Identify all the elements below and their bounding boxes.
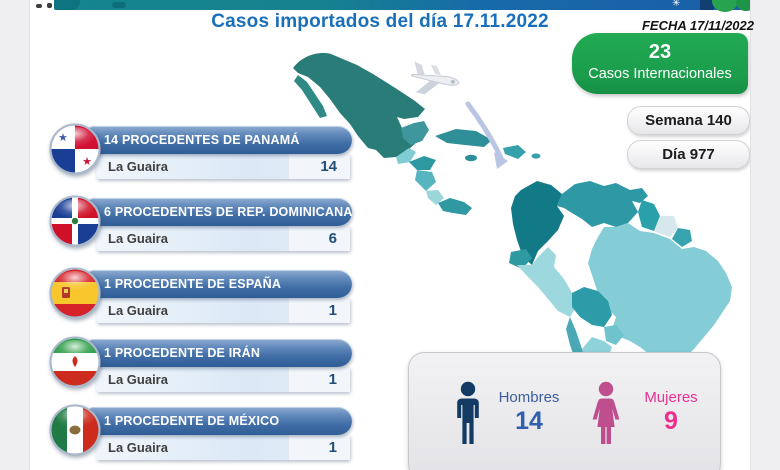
left-margin bbox=[0, 0, 30, 470]
virus-icon: ✳ bbox=[672, 0, 681, 9]
case-count: 6 bbox=[288, 226, 350, 251]
banner-dot-icon bbox=[36, 4, 42, 8]
case-count: 1 bbox=[288, 435, 350, 460]
entry-point-label: La Guaira bbox=[108, 303, 168, 318]
male-icon bbox=[457, 381, 479, 444]
international-cases-box: 23 Casos Internacionales bbox=[572, 33, 748, 94]
origin-header-iran: 1 PROCEDENTE DE IRÁN bbox=[86, 339, 352, 367]
female-count: 9 bbox=[664, 407, 678, 435]
case-count: 1 bbox=[288, 367, 350, 392]
origin-row-dominicana: La Guaira 6 bbox=[96, 226, 350, 251]
svg-text:★: ★ bbox=[82, 156, 92, 168]
dominican-republic-flag-icon bbox=[49, 195, 101, 247]
week-badge: Semana 140 bbox=[627, 106, 750, 135]
banner-logo-fragment-icon bbox=[112, 2, 126, 8]
right-margin bbox=[750, 0, 780, 470]
page-title: Casos importados del día 17.11.2022 bbox=[211, 11, 549, 32]
travel-arrow-head-icon bbox=[494, 152, 508, 169]
female-label: Mujeres bbox=[644, 389, 698, 406]
origin-row-iran: La Guaira 1 bbox=[96, 367, 350, 392]
case-count: 1 bbox=[288, 298, 350, 323]
origin-header-espana: 1 PROCEDENTE DE ESPAÑA bbox=[86, 270, 352, 298]
female-icon bbox=[592, 381, 620, 444]
entry-point-label: La Guaira bbox=[108, 440, 168, 455]
entry-point-label: La Guaira bbox=[108, 231, 168, 246]
latin-america-map bbox=[285, 40, 750, 362]
international-cases-count: 23 bbox=[648, 41, 672, 63]
origin-row-espana: La Guaira 1 bbox=[96, 298, 350, 323]
male-count: 14 bbox=[515, 407, 543, 435]
entry-point-label: La Guaira bbox=[108, 372, 168, 387]
banner-green-blob-icon bbox=[712, 0, 738, 12]
origin-header-panama: 14 PROCEDENTES DE PANAMÁ bbox=[86, 126, 352, 154]
top-banner: ✳ bbox=[54, 0, 756, 12]
banner-notch-icon bbox=[700, 0, 714, 10]
case-count: 14 bbox=[288, 154, 350, 179]
date-label: FECHA 17/11/2022 bbox=[641, 18, 754, 33]
international-cases-label: Casos Internacionales bbox=[588, 66, 732, 82]
banner-green-blob-icon bbox=[736, 0, 756, 11]
day-badge: Día 977 bbox=[627, 140, 750, 169]
origin-header-dominicana: 6 PROCEDENTES DE REP. DOMINICANA bbox=[86, 198, 352, 226]
banner-dot-icon bbox=[47, 3, 52, 8]
origin-row-panama: La Guaira 14 bbox=[96, 154, 350, 179]
travel-arrow-icon bbox=[465, 101, 504, 161]
origin-header-mexico: 1 PROCEDENTE DE MÉXICO bbox=[86, 407, 352, 435]
entry-point-label: La Guaira bbox=[108, 159, 168, 174]
iran-flag-icon bbox=[49, 336, 101, 388]
spain-flag-icon bbox=[49, 267, 101, 319]
male-label: Hombres bbox=[498, 389, 560, 406]
airplane-icon bbox=[410, 61, 460, 95]
panama-flag-icon: ★ ★ bbox=[49, 123, 101, 175]
mexico-flag-icon bbox=[49, 404, 101, 456]
banner-swoosh-icon bbox=[54, 0, 80, 10]
gender-breakdown-panel: Hombres 14 Mujeres 9 bbox=[408, 352, 721, 470]
origin-row-mexico: La Guaira 1 bbox=[96, 435, 350, 460]
map-svg bbox=[293, 53, 732, 362]
